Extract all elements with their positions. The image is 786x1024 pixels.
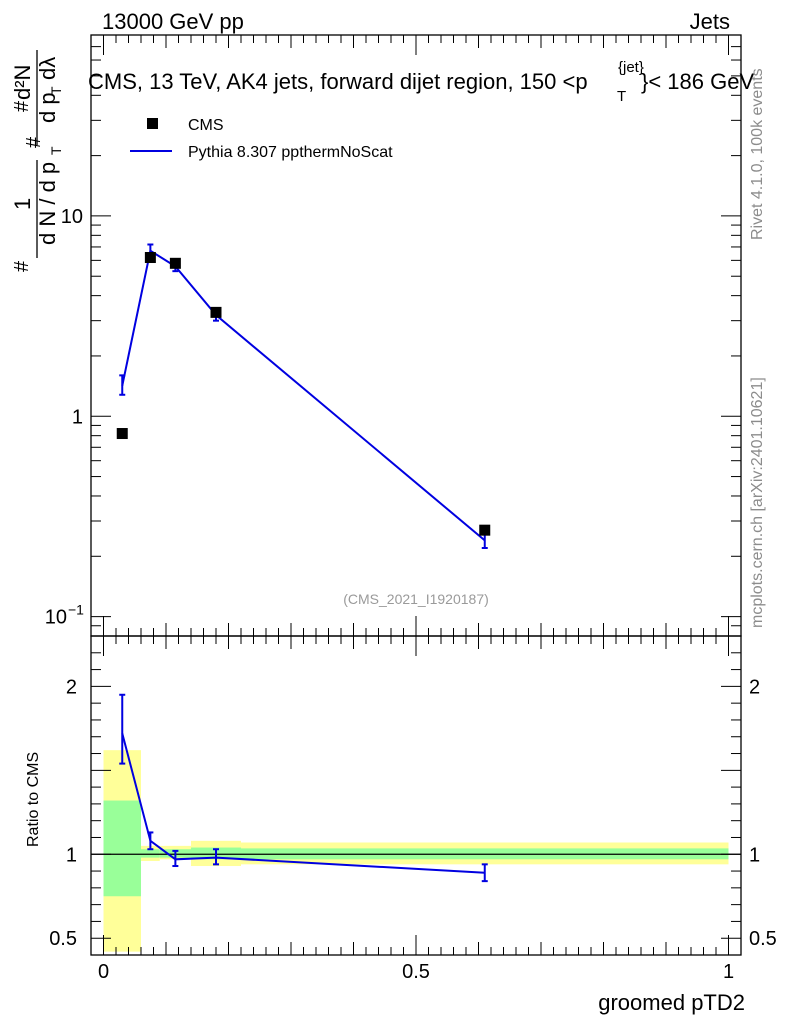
energy-label: 13000 GeV pp xyxy=(102,9,244,34)
mc-series-line xyxy=(121,249,486,542)
category-label: Jets xyxy=(690,9,730,34)
ratio-band-inner xyxy=(103,800,141,897)
main-y-axis-label: 1 # d N / d p T # d²N # d p T dλ xyxy=(10,50,64,272)
x-tick-label: 0.5 xyxy=(402,961,430,983)
cms-data-point xyxy=(169,257,181,269)
ratio-y-tick-label-right: 0.5 xyxy=(749,928,777,950)
title-main: CMS, 13 TeV, AK4 jets, forward dijet reg… xyxy=(88,69,588,94)
mcplots-credit-label: mcplots.cern.ch [arXiv:2401.10621] xyxy=(749,377,766,628)
main-y-tick-label: 10 xyxy=(45,607,67,629)
cms-data-point xyxy=(144,252,156,264)
ratio-y-tick-label-left: 2 xyxy=(66,676,77,698)
x-axis-label: groomed pTD2 xyxy=(598,990,745,1015)
ratio-y-axis-label: Ratio to CMS xyxy=(25,752,42,847)
cms-data-point xyxy=(479,524,491,536)
ratio-y-tick-label-left: 0.5 xyxy=(49,928,77,950)
x-tick-label: 0 xyxy=(98,961,109,983)
ratio-y-tick-label-right: 1 xyxy=(749,844,760,866)
ylabel-hash-2: # xyxy=(23,136,45,148)
ylabel-hash-3: # xyxy=(11,100,33,112)
ratio-band-inner xyxy=(141,849,160,858)
ylabel-t-sub-1: T xyxy=(48,146,64,155)
main-y-tick-label: 10 xyxy=(61,206,83,228)
ratio-panel: 0 0.5 1 0.5 0.5 1 1 2 2 xyxy=(49,635,777,983)
title-subscript: T xyxy=(617,88,626,105)
legend: CMS Pythia 8.307 ppthermNoScat xyxy=(130,117,393,161)
plot-title: CMS, 13 TeV, AK4 jets, forward dijet reg… xyxy=(88,59,754,105)
ratio-y-tick-label-left: 1 xyxy=(66,844,77,866)
title-end: }< 186 GeV xyxy=(641,69,754,94)
ylabel-d2n: d²N xyxy=(10,65,35,100)
main-y-tick-label: 1 xyxy=(72,406,83,428)
main-y-tick-exponent: −1 xyxy=(68,602,84,618)
cms-data-point xyxy=(210,306,222,318)
ylabel-hash-1: # xyxy=(11,260,33,272)
legend-data-marker xyxy=(147,118,158,129)
legend-data-label: CMS xyxy=(188,117,224,134)
ratio-y-tick-label-right: 2 xyxy=(749,676,760,698)
legend-mc-label: Pythia 8.307 ppthermNoScat xyxy=(188,144,393,161)
ylabel-dpt: d p xyxy=(35,92,60,123)
ylabel-one: 1 xyxy=(10,198,35,210)
ylabel-dlambda: dλ xyxy=(35,57,60,80)
ylabel-dn-dpt: d N / d p xyxy=(35,162,60,245)
title-superscript: {jet} xyxy=(618,59,644,76)
cms-data-point xyxy=(116,428,128,440)
ylabel-t-sub-2: T xyxy=(48,86,64,95)
rivet-version-label: Rivet 4.1.0, 100k events xyxy=(749,68,766,240)
analysis-watermark: (CMS_2021_I1920187) xyxy=(343,591,489,607)
ratio-frame xyxy=(90,635,742,956)
x-tick-label: 1 xyxy=(723,961,734,983)
